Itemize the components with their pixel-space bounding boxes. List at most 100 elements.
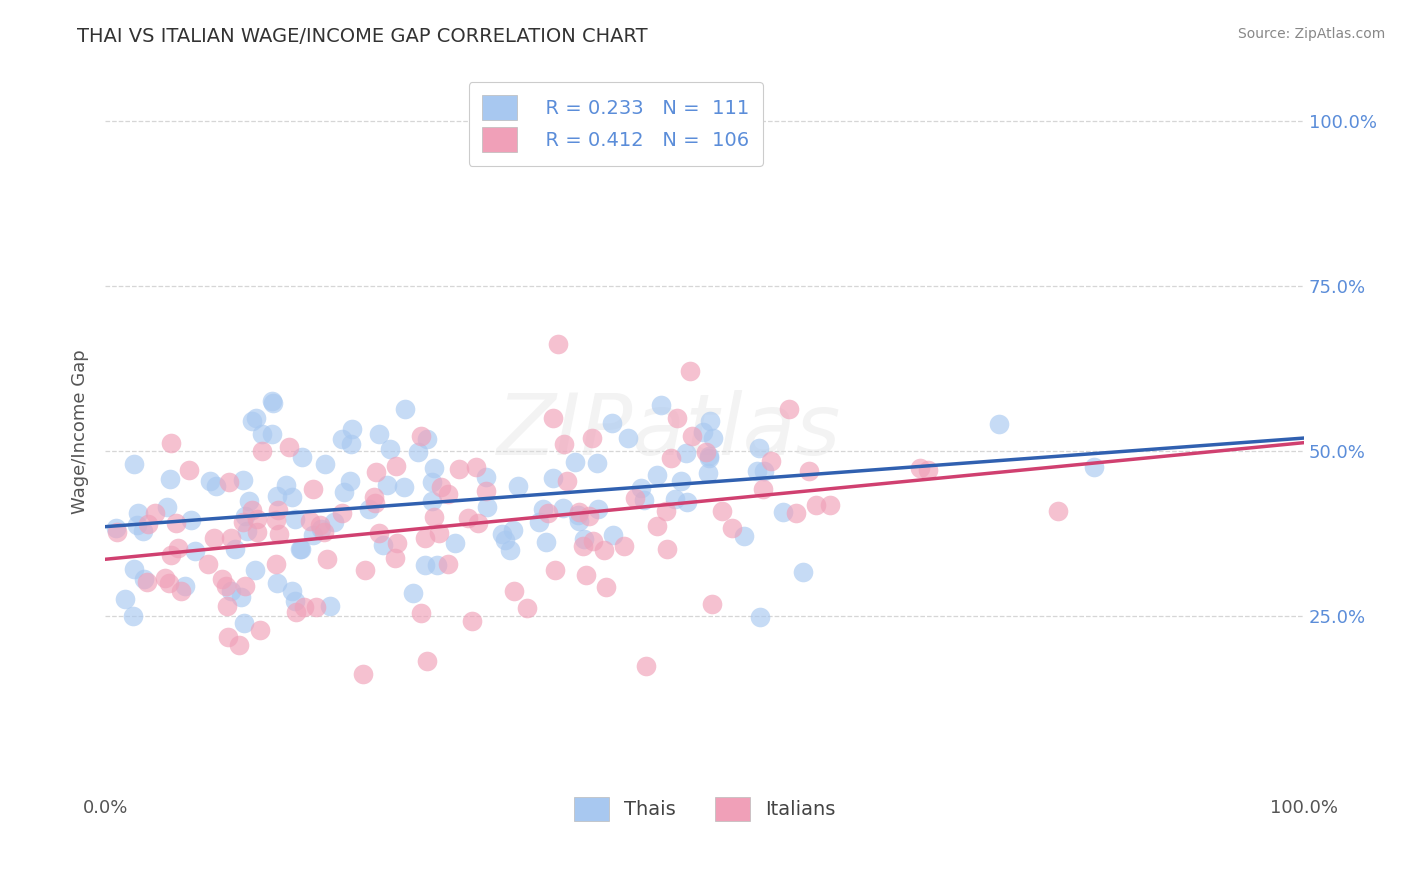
Point (602, 528, 624, 542)
Point (252, 443, 274, 458)
Point (655, 504, 678, 518)
Point (299, 514, 322, 528)
Point (467, 516, 489, 530)
Point (420, 494, 443, 508)
Point (332, 506, 354, 520)
Point (527, 516, 550, 530)
Point (280, 584, 302, 599)
Point (218, 475, 240, 489)
Point (215, 599, 238, 614)
Point (323, 516, 346, 530)
Point (217, 630, 239, 644)
Point (107, 525, 129, 540)
Point (368, 426, 391, 441)
Point (568, 514, 591, 528)
Point (785, 506, 807, 520)
Point (582, 533, 605, 548)
Point (917, 463, 939, 477)
Point (278, 440, 301, 454)
Point (177, 463, 200, 477)
Point (547, 336, 569, 351)
Point (586, 502, 609, 516)
Point (818, 499, 841, 513)
Point (246, 512, 269, 526)
Point (696, 466, 718, 480)
Point (443, 536, 465, 550)
Text: ZIPatlas: ZIPatlas (496, 390, 841, 473)
Point (371, 538, 394, 552)
Point (114, 591, 136, 606)
Point (266, 489, 288, 503)
Point (423, 460, 446, 475)
Point (173, 579, 195, 593)
Point (575, 568, 598, 582)
Point (595, 580, 617, 594)
Point (284, 512, 307, 526)
Point (332, 484, 354, 499)
Point (697, 449, 720, 463)
Point (536, 535, 558, 549)
Point (231, 591, 253, 605)
Point (749, 610, 772, 624)
Point (669, 474, 692, 488)
Point (700, 598, 723, 612)
Point (233, 615, 256, 630)
Point (224, 541, 246, 556)
Point (359, 502, 381, 516)
Point (461, 615, 484, 629)
Point (249, 623, 271, 637)
Point (309, 522, 332, 536)
Point (221, 531, 243, 545)
Point (264, 557, 287, 571)
Point (409, 429, 432, 443)
Point (437, 487, 460, 501)
Point (553, 436, 575, 450)
Point (695, 444, 717, 458)
Point (280, 490, 302, 504)
Point (267, 503, 290, 517)
Point (134, 572, 156, 586)
Point (302, 483, 325, 497)
Point (340, 437, 363, 451)
Point (804, 498, 827, 512)
Point (799, 464, 821, 478)
Point (354, 563, 377, 577)
Point (659, 450, 682, 465)
Point (160, 548, 183, 562)
Point (578, 509, 600, 524)
Point (292, 599, 315, 614)
Point (284, 605, 307, 619)
Point (748, 442, 770, 456)
Point (721, 521, 744, 535)
Point (375, 478, 398, 492)
Point (364, 496, 387, 510)
Point (235, 524, 257, 539)
Point (1083, 460, 1105, 475)
Point (122, 609, 145, 624)
Point (378, 442, 401, 456)
Point (564, 454, 586, 468)
Point (143, 506, 166, 520)
Point (415, 532, 437, 546)
Point (364, 465, 387, 479)
Point (502, 524, 524, 538)
Point (384, 550, 406, 565)
Point (330, 433, 353, 447)
Point (772, 505, 794, 519)
Point (567, 508, 589, 522)
Point (385, 535, 408, 549)
Point (449, 462, 471, 476)
Point (156, 500, 179, 514)
Point (475, 483, 498, 498)
Point (283, 594, 305, 608)
Point (385, 459, 408, 474)
Point (572, 533, 595, 547)
Point (457, 511, 479, 525)
Point (342, 422, 364, 436)
Point (759, 454, 782, 468)
Point (135, 574, 157, 589)
Point (581, 432, 603, 446)
Point (406, 445, 429, 459)
Point (630, 481, 652, 495)
Point (710, 504, 733, 518)
